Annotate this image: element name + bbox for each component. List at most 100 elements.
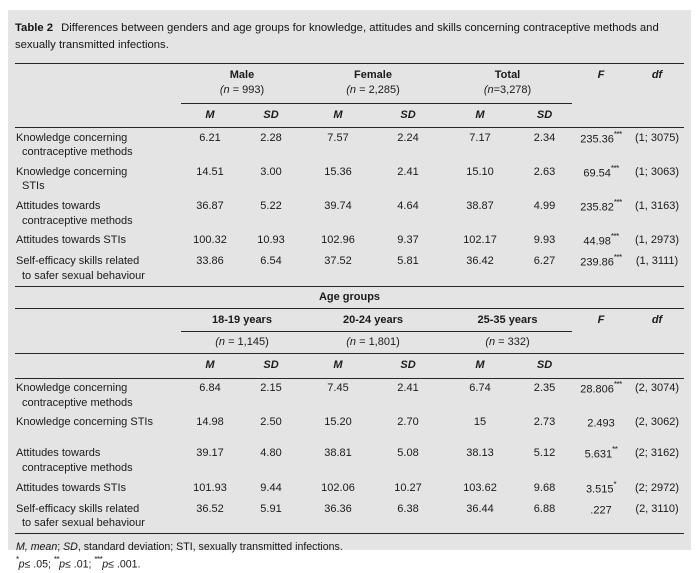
value-cell: 101.93 — [193, 481, 227, 494]
f-value: 3.515* — [585, 479, 617, 496]
stats-table: Male (n = 993) Female (n = 2,285) Total … — [15, 62, 685, 535]
table-row: Self-efficacy skills related to safer sex… — [15, 499, 685, 535]
value-cell: 36.36 — [303, 499, 373, 535]
f-value: 5.631** — [584, 445, 618, 462]
value-cell: 36.44 — [443, 499, 518, 535]
table-row: Attitudes towards contraceptive methods 3… — [15, 444, 684, 478]
value-cell: 9.44 — [260, 481, 282, 494]
df-value: (1; 3075) — [635, 131, 680, 144]
value-cell: 102.96 — [321, 234, 355, 247]
significance-stars: *** — [613, 197, 622, 207]
spacer-row — [15, 434, 684, 444]
col-header-m: M — [181, 353, 239, 379]
col-header-m: M — [443, 103, 518, 129]
col-header-sd: SD — [517, 103, 573, 129]
f-value: 69.54*** — [583, 163, 619, 180]
col-header-m: M — [443, 353, 518, 379]
col-header-df: df — [630, 62, 685, 104]
df-value: (2; 3162) — [635, 447, 680, 460]
value-cell: 38.81 — [324, 447, 352, 460]
col-header-f: F — [572, 62, 631, 104]
f-value: 28.806*** — [580, 380, 622, 396]
value-cell: 2.73 — [533, 416, 556, 429]
significance-stars: *** — [613, 253, 622, 263]
value-cell: 36.87 — [196, 199, 224, 212]
value-cell: 2.35 — [533, 382, 556, 395]
df-value: (1, 3111) — [630, 251, 685, 287]
empty-corner-cell — [15, 62, 181, 104]
f-value: 2.493 — [587, 417, 615, 430]
value-cell: 15.36 — [324, 165, 352, 178]
age-n-row: (n = 1,145) (n = 1,801) (n = 332) — [15, 331, 685, 355]
value-cell: 5.12 — [533, 447, 556, 460]
table-row: Knowledge concerning STIs 14.51 3.00 15.3… — [15, 162, 684, 196]
table-row: Attitudes towards contraceptive methods 3… — [15, 196, 684, 230]
value-cell: 14.51 — [196, 165, 224, 178]
group-n: (n = 332) — [443, 331, 573, 355]
col-header-sd: SD — [517, 353, 573, 379]
value-cell: 3.00 — [260, 165, 282, 178]
col-header-25-35-years: 25-35 years — [443, 308, 573, 332]
value-cell: 6.88 — [517, 499, 573, 535]
value-cell: 5.22 — [260, 199, 282, 212]
value-cell: 38.13 — [466, 447, 494, 460]
col-header-sd: SD — [373, 353, 444, 379]
value-cell: 2.50 — [260, 416, 282, 429]
col-header-female: Female (n = 2,285) — [303, 62, 444, 104]
significance-stars: *** — [610, 163, 619, 173]
df-value: (2, 3062) — [635, 416, 680, 429]
value-cell: 103.62 — [463, 481, 497, 494]
value-cell: 2.34 — [533, 131, 556, 144]
significance-stars: ** — [612, 445, 618, 455]
value-cell: 2.41 — [397, 165, 419, 178]
value-cell: 37.52 — [303, 251, 373, 287]
value-cell: 2.24 — [397, 131, 419, 144]
col-header-m: M — [181, 103, 239, 129]
row-label: Knowledge concerning contraceptive method… — [16, 382, 133, 409]
value-cell: 5.08 — [397, 447, 419, 460]
value-cell: 7.45 — [327, 382, 349, 395]
group-n: (n = 1,801) — [303, 331, 444, 355]
value-cell: 9.93 — [533, 234, 556, 247]
col-header-sd: SD — [239, 103, 303, 129]
value-cell: 39.17 — [196, 447, 224, 460]
empty-cell — [15, 353, 181, 379]
empty-cell — [15, 103, 181, 129]
value-cell: 9.68 — [533, 481, 556, 494]
df-value: (2; 2972) — [635, 481, 680, 494]
value-cell: 4.99 — [533, 199, 556, 212]
value-cell: 5.81 — [373, 251, 444, 287]
f-value: 239.86*** — [572, 251, 631, 287]
col-header-m: M — [303, 103, 373, 129]
value-cell: 6.84 — [199, 382, 221, 395]
value-cell: 2.28 — [260, 131, 282, 144]
df-value: (1, 2973) — [635, 234, 680, 247]
significance-stars: *** — [613, 380, 622, 390]
col-header-male: Male (n = 993) — [181, 62, 303, 104]
value-cell: 4.64 — [397, 199, 419, 212]
empty-cell — [630, 353, 685, 379]
col-header-18-19-years: 18-19 years — [181, 308, 303, 332]
value-cell: 38.87 — [466, 199, 494, 212]
row-label: Attitudes towards STIs — [16, 234, 127, 247]
col-header-total: Total (n=3,278) — [443, 62, 573, 104]
f-value: 235.36*** — [580, 129, 622, 146]
significance-stars: *** — [613, 129, 622, 139]
f-value: 235.82*** — [580, 197, 622, 214]
row-label: Knowledge concerning STIs — [16, 165, 128, 193]
df-value: (1, 3163) — [635, 199, 680, 212]
value-cell: 6.74 — [469, 382, 491, 395]
significance-stars: *** — [610, 232, 619, 242]
value-cell: 6.21 — [199, 131, 221, 144]
footnote-significance: *p≤ .05; **p≤ .01; ***p≤ .001. — [16, 555, 141, 571]
paper-table-figure: Table 2 Differences between genders and a… — [8, 10, 691, 571]
col-header-m: M — [303, 353, 373, 379]
value-cell: 15 — [473, 416, 487, 429]
value-cell: 6.38 — [373, 499, 444, 535]
caption-text: Differences between genders and age grou… — [15, 22, 659, 51]
value-cell: 6.54 — [239, 251, 303, 287]
table-number: Table 2 — [15, 22, 54, 34]
value-cell: 14.98 — [196, 416, 224, 429]
empty-cell — [630, 103, 685, 129]
value-cell: 2.15 — [260, 382, 282, 395]
